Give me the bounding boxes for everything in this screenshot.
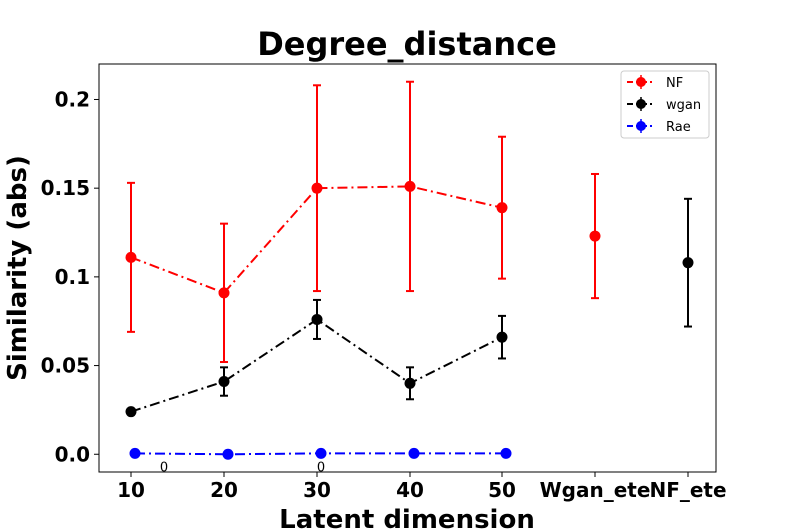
- x-tick-label: 20: [210, 478, 238, 502]
- legend-label: wgan: [666, 98, 701, 113]
- series-line-NF: [130, 185, 503, 295]
- data-point-wgan: [496, 331, 508, 343]
- annotation-label: 0: [317, 461, 325, 476]
- plot-area: 0.0 0.05 0.1 0.15 0.2 10 20 30 40 50 Wgan_ete NF_et…: [41, 63, 727, 502]
- x-tick-label: 50: [488, 478, 516, 502]
- annotation-label: 0: [160, 461, 168, 476]
- chart-title: Degree_distance: [257, 25, 557, 63]
- data-point-NF: [218, 287, 230, 299]
- data-point-Rae: [500, 447, 512, 459]
- data-point-Rae: [408, 447, 420, 459]
- x-tick-label: 30: [303, 478, 331, 502]
- data-point-NF: [125, 251, 137, 263]
- data-point-NF: [311, 182, 323, 194]
- legend: NF wgan Rae: [620, 70, 710, 139]
- y-tick-label: 0.1: [55, 265, 90, 289]
- legend-marker: [636, 77, 646, 87]
- y-tick-label: 0.05: [41, 354, 90, 378]
- x-tick-label: 40: [396, 478, 424, 502]
- x-tick-label: Wgan_ete: [540, 478, 651, 502]
- legend-label: Rae: [666, 120, 691, 135]
- y-tick-label: 0.2: [55, 87, 90, 111]
- plot-frame: [98, 63, 717, 473]
- data-point-NF: [589, 230, 601, 242]
- data-point-Rae: [315, 447, 327, 459]
- legend-label: NF: [666, 76, 683, 91]
- data-point-Rae: [129, 447, 141, 459]
- data-point-wgan: [125, 406, 137, 418]
- x-tick-label: 10: [117, 478, 145, 502]
- data-point-Rae: [222, 448, 234, 460]
- data-point-NF: [496, 202, 508, 214]
- y-tick-label: 0.0: [55, 442, 90, 466]
- data-point-wgan: [404, 377, 416, 389]
- y-tick-label: 0.15: [41, 176, 90, 200]
- legend-marker: [636, 121, 646, 131]
- legend-marker: [636, 99, 646, 109]
- legend-box: [620, 70, 710, 139]
- data-point-wgan: [682, 257, 694, 269]
- data-point-wgan: [311, 313, 323, 325]
- data-point-NF: [404, 180, 416, 192]
- data-point-wgan: [218, 376, 230, 388]
- y-axis-label: Similarity (abs): [3, 155, 33, 381]
- x-tick-label: NF_ete: [649, 478, 726, 502]
- x-axis-label: Latent dimension: [279, 505, 535, 530]
